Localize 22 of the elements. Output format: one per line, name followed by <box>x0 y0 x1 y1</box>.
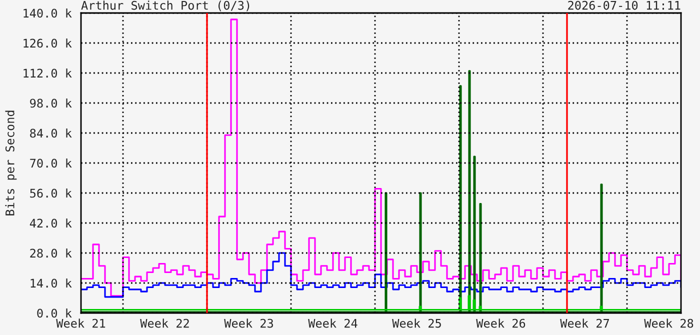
x-tick-label: Week 21 <box>56 318 106 328</box>
x-tick-label: Week 27 <box>560 318 609 328</box>
x-tick-label: Week 24 <box>308 318 358 328</box>
y-tick-label: 0.0 k <box>37 308 72 318</box>
x-tick-label: Week 28 <box>644 318 694 328</box>
text: 2026-07-10 11:11 <box>568 0 680 10</box>
chart-title: Arthur Switch Port (0/3) <box>81 0 250 12</box>
y-axis-title: Bits per Second <box>5 110 17 216</box>
y-tick-label: 140.0 k <box>24 8 72 18</box>
y-tick-label: 28.0 k <box>30 248 72 258</box>
y-tick-label: 98.0 k <box>30 98 72 108</box>
y-tick-label: 126.0 k <box>24 38 72 48</box>
x-tick-label: Week 26 <box>476 318 526 328</box>
y-tick-label: 42.0 k <box>30 218 72 228</box>
y-tick-label: 56.0 k <box>30 188 72 198</box>
y-tick-label: 112.0 k <box>24 68 72 78</box>
y-tick-label: 70.0 k <box>30 158 72 168</box>
x-tick-label: Week 22 <box>140 318 189 328</box>
y-tick-label: 84.0 k <box>30 128 72 138</box>
x-tick-label: Week 23 <box>224 318 273 328</box>
y-tick-label: 14.0 k <box>30 278 72 288</box>
x-tick-label: Week 25 <box>392 318 441 328</box>
